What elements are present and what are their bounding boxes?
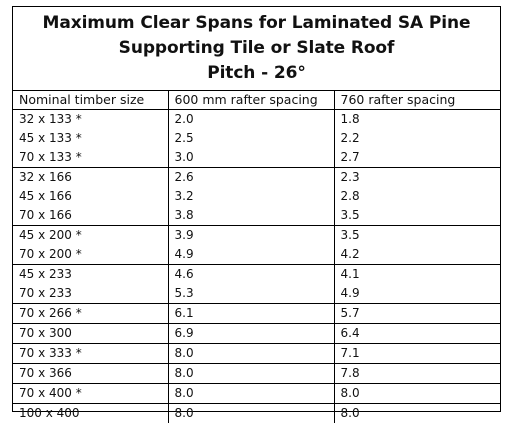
cell-760-spacing: 5.7 [333, 303, 500, 324]
cell-760-spacing: 8.0 [333, 403, 500, 423]
cell-600-spacing: 3.2 [167, 187, 334, 206]
table-title-line-1: Maximum Clear Spans for Laminated SA Pin… [42, 13, 471, 33]
cell-600-spacing: 5.3 [167, 284, 334, 304]
table-row: 70 x 166 3.8 3.5 [13, 206, 500, 226]
span-table: Nominal timber size 600 mm rafter spacin… [13, 91, 500, 423]
cell-760-spacing: 4.1 [333, 264, 500, 284]
cell-760-spacing: 2.3 [333, 167, 500, 187]
cell-timber-size: 45 x 133 * [19, 131, 82, 145]
cell-600-spacing: 8.0 [167, 383, 334, 404]
cell-760-spacing: 4.2 [333, 245, 500, 265]
cell-600-spacing: 4.9 [167, 245, 334, 265]
cell-timber-size: 100 x 400 [13, 403, 168, 423]
cell-760-spacing: 7.1 [333, 343, 500, 364]
cell-760-spacing: 2.2 [333, 129, 500, 148]
table-row: 70 x 333 * 8.0 7.1 [13, 343, 500, 364]
table-title-block: Maximum Clear Spans for Laminated SA Pin… [13, 7, 500, 91]
cell-600-spacing: 8.0 [167, 343, 334, 364]
cell-timber-size: 70 x 133 * [19, 150, 82, 164]
cell-760-spacing: 6.4 [333, 323, 500, 344]
cell-timber-size: 45 x 233 [13, 264, 168, 284]
table-title-line-3: Pitch - 26° [207, 63, 306, 83]
table-row: 45 x 200 * 3.9 3.5 [13, 225, 500, 245]
table-row: 32 x 133 * 2.0 1.8 [13, 109, 500, 129]
cell-timber-size: 45 x 200 * [13, 225, 168, 245]
cell-760-spacing: 3.5 [333, 206, 500, 226]
table-row: 70 x 366 8.0 7.8 [13, 363, 500, 384]
cell-timber-size: 70 x 333 * [13, 343, 168, 364]
column-header-600-spacing: 600 mm rafter spacing [167, 91, 334, 110]
table-row: 70 x 133 * 3.0 2.7 [13, 148, 500, 168]
table-body: 32 x 133 * 2.0 1.8 45 x 133 * 2.5 2.2 70 x 133… [13, 109, 500, 423]
table-row: 70 x 233 5.3 4.9 [13, 284, 500, 304]
column-header-timber-size: Nominal timber size [13, 91, 168, 110]
cell-timber-size: 70 x 400 * [13, 383, 168, 404]
table-row: 32 x 166 2.6 2.3 [13, 167, 500, 187]
table-row: 45 x 166 3.2 2.8 [13, 187, 500, 206]
cell-timber-size: 70 x 366 [13, 363, 168, 384]
cell-600-spacing: 6.9 [167, 323, 334, 344]
cell-600-spacing: 3.8 [167, 206, 334, 226]
span-table-frame: Maximum Clear Spans for Laminated SA Pin… [12, 6, 501, 423]
table-header-row: Nominal timber size 600 mm rafter spacin… [13, 91, 500, 110]
cell-timber-size: 70 x 233 [19, 286, 72, 300]
cell-760-spacing: 1.8 [333, 109, 500, 129]
table-row: 70 x 266 * 6.1 5.7 [13, 303, 500, 324]
cell-timber-size: 32 x 133 * [19, 112, 82, 126]
cell-timber-size: 70 x 266 * [13, 303, 168, 324]
table-row: 45 x 133 * 2.5 2.2 [13, 129, 500, 148]
cell-timber-size: 45 x 166 [19, 189, 72, 203]
cell-760-spacing: 2.8 [333, 187, 500, 206]
cell-600-spacing: 2.0 [167, 109, 334, 129]
cell-600-spacing: 8.0 [167, 403, 334, 423]
cell-600-spacing: 4.6 [167, 264, 334, 284]
cell-timber-size: 32 x 166 [13, 167, 168, 187]
cell-timber-size: 70 x 300 [13, 323, 168, 344]
table-row: 70 x 200 * 4.9 4.2 [13, 245, 500, 265]
cell-600-spacing: 8.0 [167, 363, 334, 384]
table-row: 70 x 400 * 8.0 8.0 [13, 383, 500, 404]
cell-760-spacing: 4.9 [333, 284, 500, 304]
cell-timber-size: 70 x 200 * [19, 247, 82, 261]
cell-timber-size: 70 x 166 [19, 208, 72, 222]
cell-600-spacing: 3.9 [167, 225, 334, 245]
table-row: 100 x 400 8.0 8.0 [13, 403, 500, 423]
table-title-line-2: Supporting Tile or Slate Roof [118, 38, 395, 58]
cell-600-spacing: 6.1 [167, 303, 334, 324]
cell-600-spacing: 3.0 [167, 148, 334, 168]
cell-600-spacing: 2.6 [167, 167, 334, 187]
cell-760-spacing: 7.8 [333, 363, 500, 384]
column-header-760-spacing: 760 rafter spacing [333, 91, 500, 110]
table-row: 70 x 300 6.9 6.4 [13, 323, 500, 344]
cell-760-spacing: 2.7 [333, 148, 500, 168]
cell-600-spacing: 2.5 [167, 129, 334, 148]
cell-760-spacing: 3.5 [333, 225, 500, 245]
table-row: 45 x 233 4.6 4.1 [13, 264, 500, 284]
cell-760-spacing: 8.0 [333, 383, 500, 404]
